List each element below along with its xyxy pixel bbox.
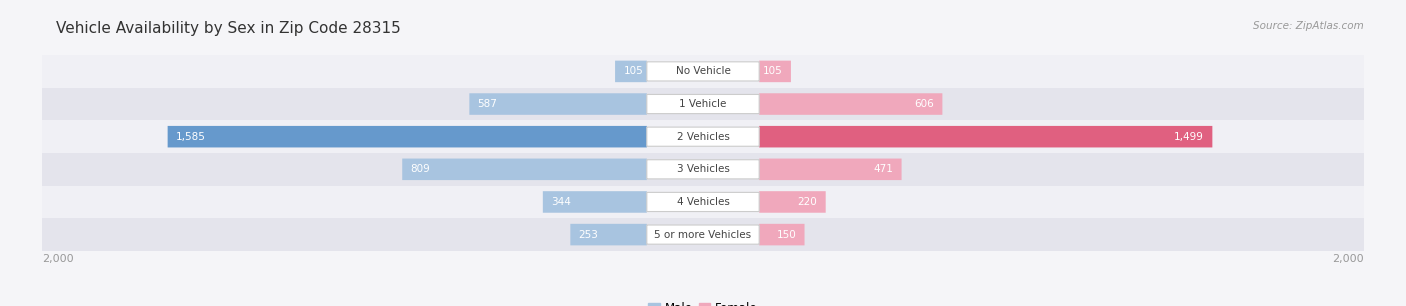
FancyBboxPatch shape	[759, 159, 901, 180]
FancyBboxPatch shape	[759, 191, 825, 213]
Text: 587: 587	[478, 99, 498, 109]
FancyBboxPatch shape	[402, 159, 647, 180]
FancyBboxPatch shape	[759, 224, 804, 245]
FancyBboxPatch shape	[647, 127, 759, 146]
Bar	[42, 153, 1364, 186]
Text: 150: 150	[776, 230, 796, 240]
FancyBboxPatch shape	[759, 61, 792, 82]
Text: 253: 253	[579, 230, 599, 240]
FancyBboxPatch shape	[647, 95, 759, 114]
Legend: Male, Female: Male, Female	[644, 297, 762, 306]
Text: 1,499: 1,499	[1174, 132, 1204, 142]
Text: No Vehicle: No Vehicle	[675, 66, 731, 76]
Bar	[42, 120, 1364, 153]
Text: 3 Vehicles: 3 Vehicles	[676, 164, 730, 174]
Text: 606: 606	[914, 99, 934, 109]
Text: 220: 220	[797, 197, 817, 207]
FancyBboxPatch shape	[647, 160, 759, 179]
FancyBboxPatch shape	[759, 93, 942, 115]
FancyBboxPatch shape	[571, 224, 647, 245]
FancyBboxPatch shape	[543, 191, 647, 213]
Bar	[42, 218, 1364, 251]
Text: 471: 471	[873, 164, 893, 174]
Text: 2,000: 2,000	[1333, 254, 1364, 263]
Text: 105: 105	[623, 66, 643, 76]
Text: Source: ZipAtlas.com: Source: ZipAtlas.com	[1253, 21, 1364, 32]
Text: 1 Vehicle: 1 Vehicle	[679, 99, 727, 109]
Text: 5 or more Vehicles: 5 or more Vehicles	[654, 230, 752, 240]
Bar	[42, 55, 1364, 88]
Text: Vehicle Availability by Sex in Zip Code 28315: Vehicle Availability by Sex in Zip Code …	[56, 21, 401, 36]
Text: 344: 344	[551, 197, 571, 207]
FancyBboxPatch shape	[647, 225, 759, 244]
Bar	[42, 186, 1364, 218]
Bar	[42, 88, 1364, 120]
Text: 105: 105	[763, 66, 783, 76]
Text: 4 Vehicles: 4 Vehicles	[676, 197, 730, 207]
FancyBboxPatch shape	[759, 126, 1212, 147]
FancyBboxPatch shape	[614, 61, 647, 82]
FancyBboxPatch shape	[647, 192, 759, 211]
Text: 1,585: 1,585	[176, 132, 205, 142]
FancyBboxPatch shape	[470, 93, 647, 115]
Text: 2 Vehicles: 2 Vehicles	[676, 132, 730, 142]
Text: 2,000: 2,000	[42, 254, 73, 263]
FancyBboxPatch shape	[167, 126, 647, 147]
Text: 809: 809	[411, 164, 430, 174]
FancyBboxPatch shape	[647, 62, 759, 81]
